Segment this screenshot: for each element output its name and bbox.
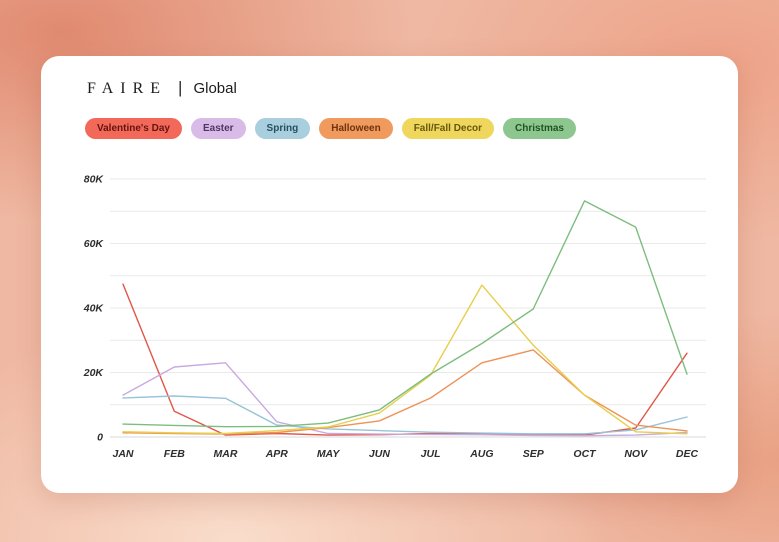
legend-pill-easter[interactable]: Easter [190,118,246,139]
x-tick-label: JUN [369,448,390,460]
trend-chart-svg: 0 20K 40K 60K 80K JAN FEB MAR APR MAY JUN JUL AUG SEP… [83,174,706,460]
legend-pill-valentine-s-day[interactable]: Valentine's Day [85,118,182,139]
header-scope-label: Global [193,80,237,97]
x-tick-label: MAY [317,448,341,460]
y-tick-label: 80K [84,174,105,186]
x-tick-label: MAR [214,448,238,460]
x-axis-labels: JAN FEB MAR APR MAY JUN JUL AUG SEP OCT NOV DEC [112,448,698,460]
x-tick-label: APR [265,448,289,460]
y-tick-label: 40K [83,303,105,315]
x-tick-label: JUL [421,448,441,460]
series-line-easter [122,362,688,437]
legend: Valentine's Day Easter Spring Halloween Fall… [85,118,576,139]
series-line-spring [122,395,688,435]
x-tick-label: AUG [469,448,493,460]
chart-card: FAIRE | Global Valentine's Day Easter Spri… [41,56,738,493]
x-tick-label: FEB [164,448,185,460]
y-tick-label: 0 [97,432,103,444]
y-axis-labels: 0 20K 40K 60K 80K [83,174,105,444]
x-tick-label: SEP [523,448,545,460]
x-tick-label: DEC [676,448,699,460]
x-tick-label: OCT [573,448,597,460]
legend-pill-halloween[interactable]: Halloween [319,118,393,139]
gridlines [110,178,706,438]
legend-pill-fall-fall-decor[interactable]: Fall/Fall Decor [401,118,495,139]
series-line-christmas [122,200,688,428]
y-tick-label: 60K [84,238,105,250]
header-divider: | [178,78,183,97]
y-tick-label: 20K [83,367,105,379]
series-line-valentine-s-day [122,283,688,436]
legend-pill-spring[interactable]: Spring [254,118,311,139]
series-line-fall-fall-decor [122,284,688,435]
faire-logo: FAIRE [87,80,168,97]
legend-pill-christmas[interactable]: Christmas [503,118,576,139]
x-tick-label: JAN [112,448,133,460]
header: FAIRE | Global [87,78,237,98]
seasonal-search-trends-chart: 0 20K 40K 60K 80K JAN FEB MAR APR MAY JUN JUL AUG SEP… [69,154,717,473]
x-tick-label: NOV [624,448,648,460]
